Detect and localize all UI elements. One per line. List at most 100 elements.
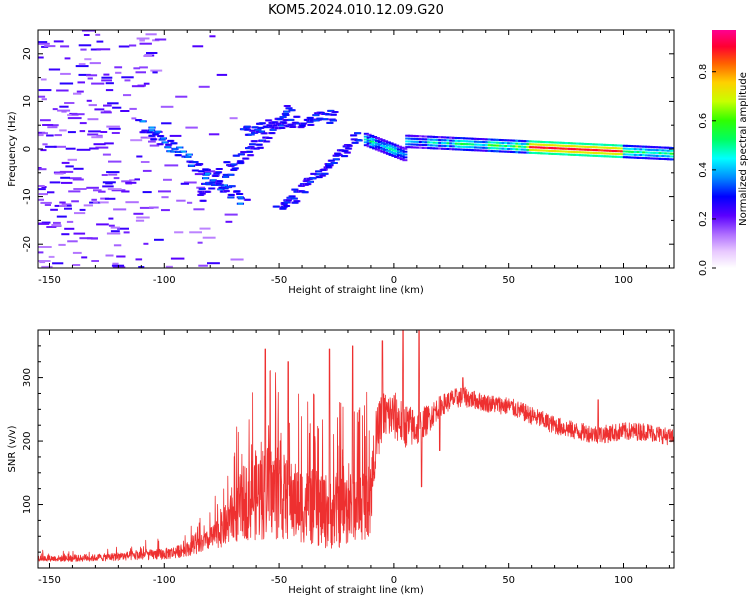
heatmap-cell [441, 147, 446, 150]
heatmap-cell [465, 148, 471, 151]
heatmap-cell [64, 207, 72, 210]
heatmap-cell [152, 71, 158, 74]
heatmap-cell [374, 142, 380, 145]
heatmap-cell [197, 241, 203, 244]
heatmap-cell [100, 197, 109, 200]
heatmap-cell [65, 165, 74, 168]
snr-y-tick-label: 100 [22, 495, 33, 514]
heatmap-cell [518, 148, 524, 151]
heatmap-cell [208, 133, 220, 136]
heatmap-cell [628, 150, 634, 153]
heatmap-cell [650, 157, 656, 160]
heatmap-cell [394, 153, 400, 156]
spectrogram-x-tick-label: 50 [502, 275, 515, 286]
heatmap-cell [307, 180, 314, 183]
heatmap-cell [40, 149, 47, 152]
heatmap-cell [410, 134, 416, 137]
heatmap-cell [666, 155, 672, 158]
heatmap-cell [457, 142, 463, 145]
heatmap-cell [537, 146, 543, 149]
heatmap-cell [284, 105, 290, 107]
heatmap-cell [247, 154, 254, 157]
heatmap-cell [427, 141, 433, 144]
heatmap-cell [198, 170, 205, 173]
heatmap-cell [504, 145, 510, 147]
heatmap-cell [388, 145, 394, 148]
heatmap-cell [207, 262, 220, 265]
heatmap-cell [581, 142, 587, 145]
heatmap-cell [269, 132, 275, 135]
heatmap-cell [432, 136, 438, 138]
heatmap-cell [487, 141, 493, 144]
heatmap-cell [655, 154, 661, 157]
heatmap-cell [209, 187, 215, 190]
heatmap-cell [59, 201, 66, 204]
heatmap-cell [129, 107, 137, 110]
heatmap-cell [215, 171, 222, 174]
heatmap-cell [83, 204, 93, 207]
heatmap-cell [281, 202, 287, 205]
heatmap-cell [377, 146, 383, 149]
heatmap-cell [576, 148, 581, 151]
heatmap-cell [121, 76, 134, 79]
heatmap-cell [56, 89, 69, 92]
heatmap-cell [430, 135, 435, 138]
heatmap-cell [507, 148, 513, 150]
heatmap-cell [584, 143, 590, 145]
heatmap-cell [41, 221, 51, 224]
heatmap-cell [664, 152, 670, 155]
heatmap-cell [290, 126, 296, 128]
heatmap-cell [145, 33, 157, 36]
heatmap-cell [622, 147, 628, 150]
heatmap-cell [504, 150, 510, 153]
heatmap-cell [493, 150, 499, 153]
heatmap-cell [463, 148, 468, 151]
spectrogram-x-axis-label: Height of straight line (km) [288, 285, 424, 296]
heatmap-cell [551, 147, 557, 150]
heatmap-cell [287, 196, 293, 199]
heatmap-cell [103, 104, 112, 107]
heatmap-cell [589, 149, 595, 151]
heatmap-cell [653, 154, 659, 157]
heatmap-cell [372, 141, 378, 144]
heatmap-cell [263, 125, 269, 128]
heatmap-cell [399, 146, 405, 149]
heatmap-cell [164, 164, 179, 167]
colorbar-tick-label: 0.4 [698, 162, 709, 178]
heatmap-cell [38, 251, 44, 254]
heatmap-cell [78, 73, 91, 76]
heatmap-cell [454, 142, 460, 145]
heatmap-cell [658, 157, 664, 160]
heatmap-cell [195, 163, 202, 166]
heatmap-cell [394, 150, 400, 153]
heatmap-cell [60, 176, 70, 179]
heatmap-cell [576, 145, 581, 148]
spectrogram-y-tick-label: 20 [22, 47, 33, 60]
heatmap-cell [402, 159, 408, 162]
heatmap-cell [113, 244, 122, 247]
heatmap-cell [180, 182, 189, 185]
heatmap-cell [523, 151, 529, 154]
heatmap-cell [609, 155, 614, 158]
heatmap-cell [45, 145, 57, 148]
heatmap-cell [432, 138, 438, 141]
heatmap-cell [200, 199, 206, 202]
heatmap-cell [438, 139, 444, 142]
heatmap-cell [83, 34, 90, 36]
heatmap-cell [238, 161, 244, 164]
heatmap-cell [567, 153, 573, 156]
heatmap-cell [598, 149, 603, 152]
heatmap-cell [512, 145, 518, 148]
heatmap-cell [105, 182, 113, 185]
heatmap-cell [463, 143, 468, 146]
heatmap-cell [476, 143, 482, 146]
heatmap-cell [556, 141, 562, 144]
heatmap-cell [592, 143, 598, 146]
heatmap-cell [631, 148, 637, 150]
heatmap-cell [129, 179, 135, 182]
heatmap-cell [620, 153, 626, 156]
heatmap-cell [54, 134, 62, 137]
heatmap-cell [174, 231, 184, 234]
heatmap-cell [396, 145, 402, 148]
heatmap-cell [249, 129, 256, 132]
